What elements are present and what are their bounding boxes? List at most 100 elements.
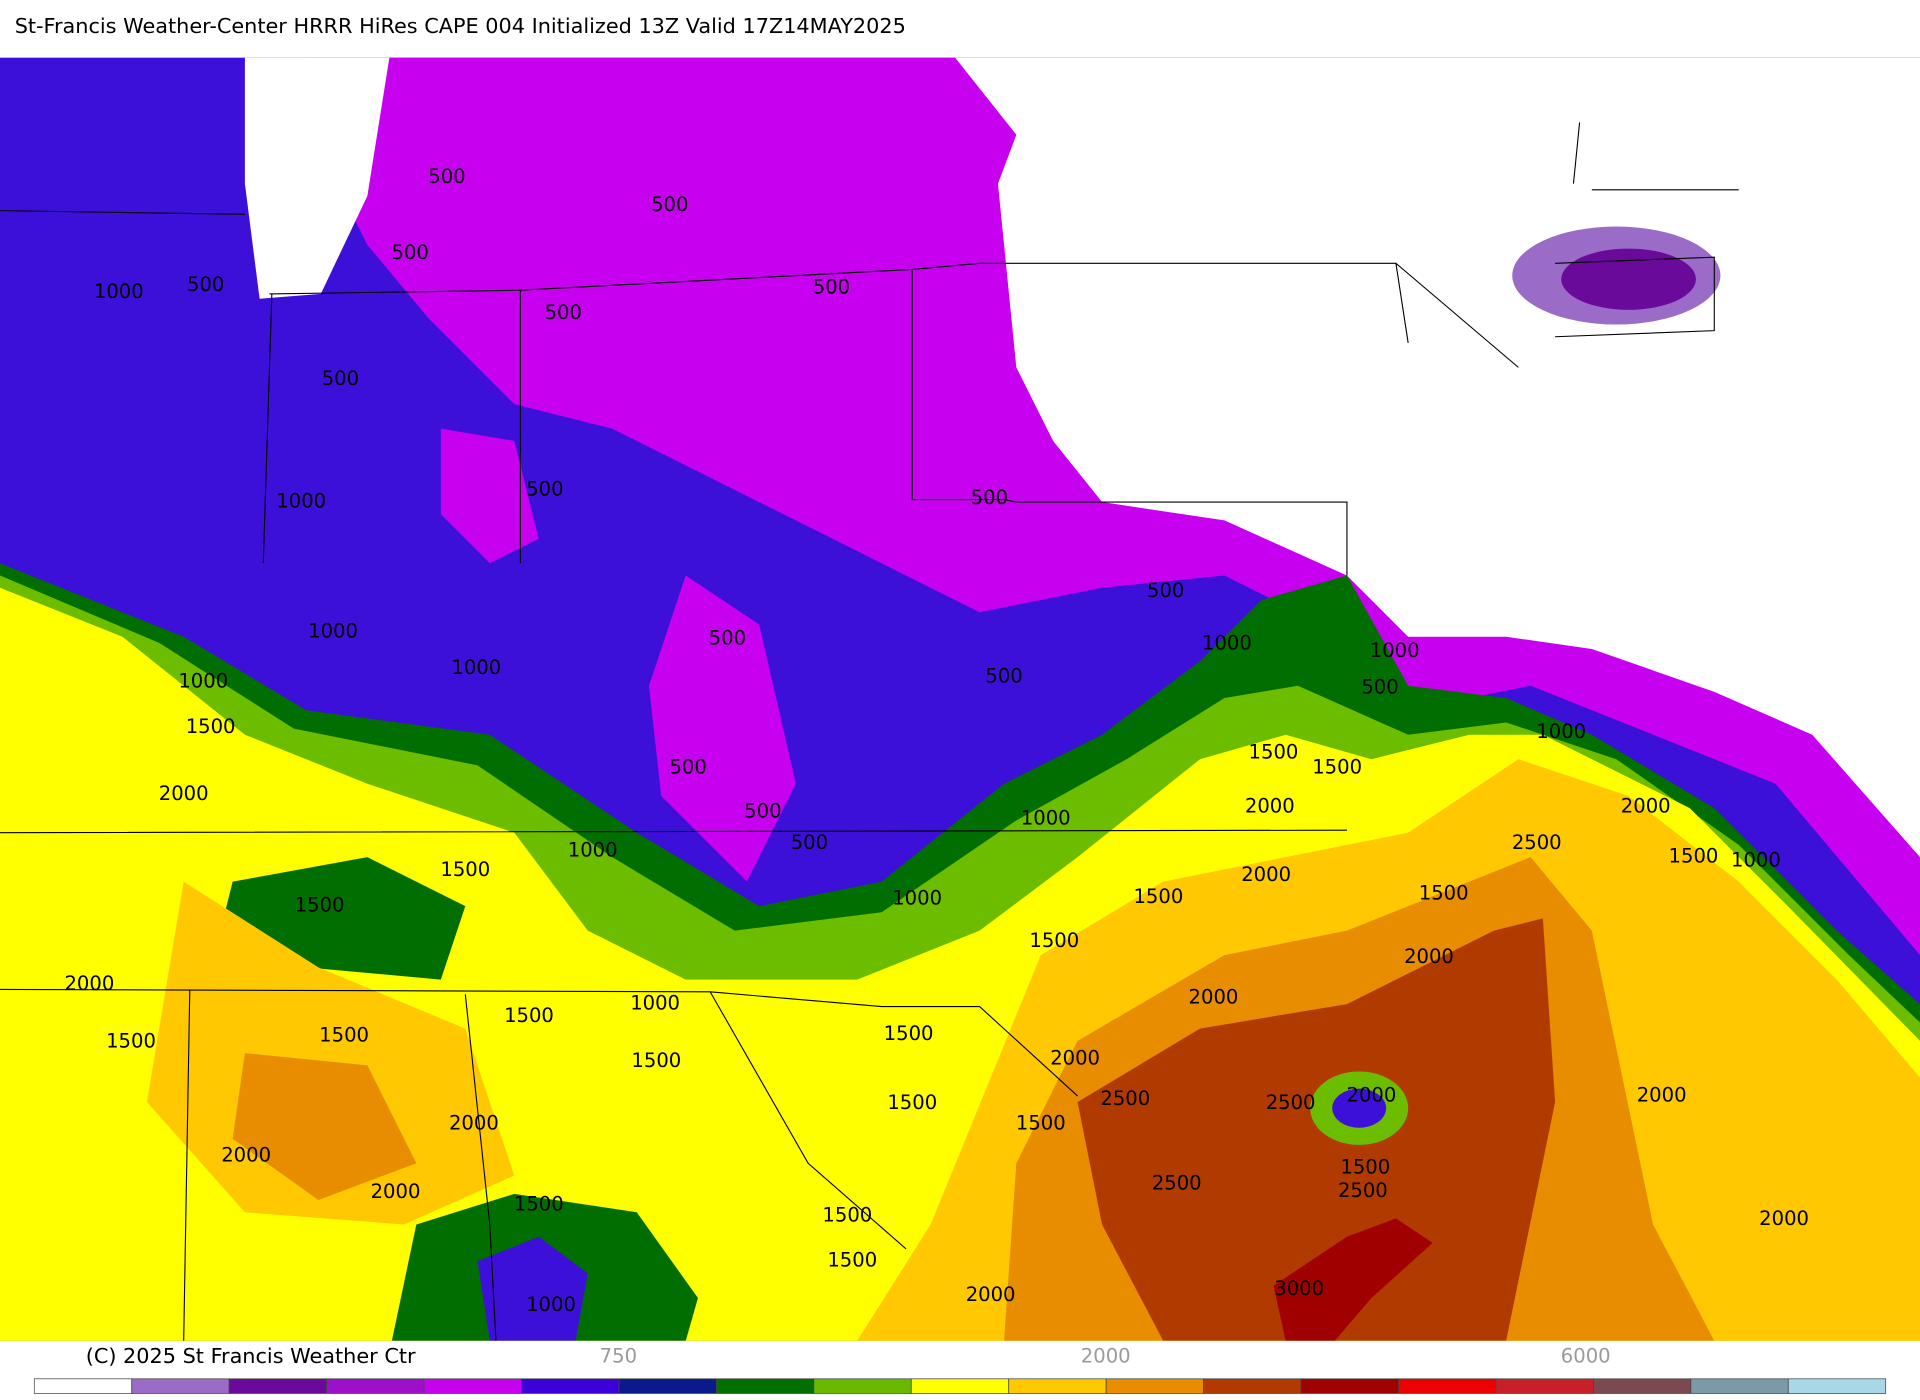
- colorbar-swatch: [1593, 1378, 1692, 1394]
- contour-label: 500: [985, 665, 1022, 688]
- contour-label: 2000: [1189, 985, 1239, 1008]
- contour-label: 2000: [1241, 863, 1291, 886]
- contour-label: 1000: [451, 656, 501, 679]
- colorbar-swatch: [1495, 1378, 1594, 1394]
- contour-label: 500: [187, 273, 224, 296]
- colorbar-swatch: [813, 1378, 912, 1394]
- contour-label: 1500: [1016, 1112, 1066, 1135]
- colorbar-swatch: [33, 1378, 133, 1394]
- contour-label: 1000: [568, 839, 618, 862]
- contour-label: 500: [971, 486, 1008, 509]
- colorbar-swatch: [618, 1378, 717, 1394]
- contour-label: 1500: [1029, 929, 1079, 952]
- contour-label: 1000: [630, 992, 680, 1015]
- contour-label: 1000: [178, 670, 228, 693]
- state-border: [0, 122, 1739, 1341]
- contour-label: 2500: [1152, 1172, 1202, 1195]
- contour-label: 1500: [1419, 881, 1469, 904]
- contour-label: 500: [651, 193, 688, 216]
- cape-field: [1077, 918, 1556, 1341]
- contour-label: 2000: [449, 1112, 499, 1135]
- contour-label: 500: [392, 241, 429, 264]
- lake: [244, 57, 390, 299]
- colorbar-label: 2000: [1081, 1344, 1131, 1367]
- colorbar-swatch: [1300, 1378, 1399, 1394]
- contour-label: 2000: [1347, 1083, 1397, 1106]
- contour-label: 1500: [1340, 1156, 1390, 1179]
- colorbar-swatch: [1690, 1378, 1789, 1394]
- contour-label: 2500: [1512, 831, 1562, 854]
- contour-label: 1000: [308, 619, 358, 642]
- contour-label: 1000: [94, 280, 144, 303]
- contour-label: 500: [322, 367, 359, 390]
- contour-label: 1000: [1021, 807, 1071, 830]
- contour-label: 1500: [319, 1023, 369, 1046]
- colorbar-swatch: [1787, 1378, 1887, 1394]
- contour-label: 1000: [526, 1293, 576, 1316]
- contour-label: 2500: [1338, 1179, 1388, 1202]
- colorbar-swatch: [716, 1378, 815, 1394]
- colorbar-swatch: [1398, 1378, 1497, 1394]
- contour-label: 500: [545, 301, 582, 324]
- contour-label: 1500: [884, 1022, 934, 1045]
- colorbar: 750 2000 6000: [33, 1344, 1887, 1394]
- contour-label: 2000: [966, 1283, 1016, 1306]
- contour-label: 500: [1361, 676, 1398, 699]
- colorbar-swatch: [521, 1378, 620, 1394]
- colorbar-swatch: [910, 1378, 1010, 1394]
- contour-label: 2000: [1637, 1083, 1687, 1106]
- colorbar-label: 750: [600, 1344, 637, 1367]
- contour-label: 2000: [159, 782, 209, 805]
- contour-label: 2500: [1266, 1091, 1316, 1114]
- contour-label: 500: [709, 627, 746, 650]
- contour-label: 2000: [1245, 794, 1295, 817]
- contour-label: 1500: [822, 1203, 872, 1226]
- contour-label: 1500: [295, 894, 345, 917]
- cape-field: [220, 857, 698, 1341]
- colorbar-swatch: [423, 1378, 522, 1394]
- contour-label: 1500: [504, 1004, 554, 1027]
- cape-field: [477, 1236, 588, 1341]
- colorbar-swatch: [131, 1378, 230, 1394]
- contour-label: 500: [1147, 579, 1184, 602]
- title: St-Francis Weather-Center HRRR HiRes CAP…: [15, 14, 906, 38]
- contour-label: 1500: [1133, 885, 1183, 908]
- contour-label: 2000: [1621, 794, 1671, 817]
- contour-label: 500: [813, 275, 850, 298]
- contour-label: 1000: [276, 490, 326, 513]
- colorbar-swatch: [1203, 1378, 1302, 1394]
- contour-label: 1000: [1536, 720, 1586, 743]
- contour-label: 1000: [1202, 632, 1252, 655]
- contour-label: 500: [744, 799, 781, 822]
- colorbar-swatch: [326, 1378, 425, 1394]
- cape-field: [1332, 1088, 1387, 1128]
- contour-label: 1500: [440, 858, 490, 881]
- contour-label: 1500: [1669, 845, 1719, 868]
- cape-field: [1561, 248, 1696, 310]
- contour-label: 3000: [1274, 1277, 1324, 1300]
- contour-label: 2000: [1759, 1207, 1809, 1230]
- contour-label: 500: [791, 831, 828, 854]
- copyright: (C) 2025 St Francis Weather Ctr: [86, 1344, 416, 1368]
- contour-label: 1500: [887, 1091, 937, 1114]
- contour-label: 1000: [1370, 639, 1420, 662]
- colorbar-swatch: [1008, 1378, 1107, 1394]
- colorbar-swatch: [228, 1378, 327, 1394]
- contour-label: 2000: [221, 1143, 271, 1166]
- contour-label: 500: [526, 477, 563, 500]
- contour-labels: 500 500 500 1000 500 500 500 500 1000 500 500 500 10…: [64, 165, 1809, 1316]
- contour-label: 500: [428, 165, 465, 188]
- cape-field: [1273, 1218, 1433, 1341]
- contour-label: 1500: [827, 1249, 877, 1272]
- contour-label: 1000: [1731, 848, 1781, 871]
- contour-label: 1500: [631, 1049, 681, 1072]
- colorbar-swatch: [1105, 1378, 1204, 1394]
- contour-label: 500: [669, 755, 706, 778]
- contour-label: 2000: [64, 972, 114, 995]
- contour-label: 1000: [892, 886, 942, 909]
- contour-label: 2500: [1100, 1087, 1150, 1110]
- contour-label: 1500: [106, 1030, 156, 1053]
- colorbar-label: 6000: [1561, 1344, 1611, 1367]
